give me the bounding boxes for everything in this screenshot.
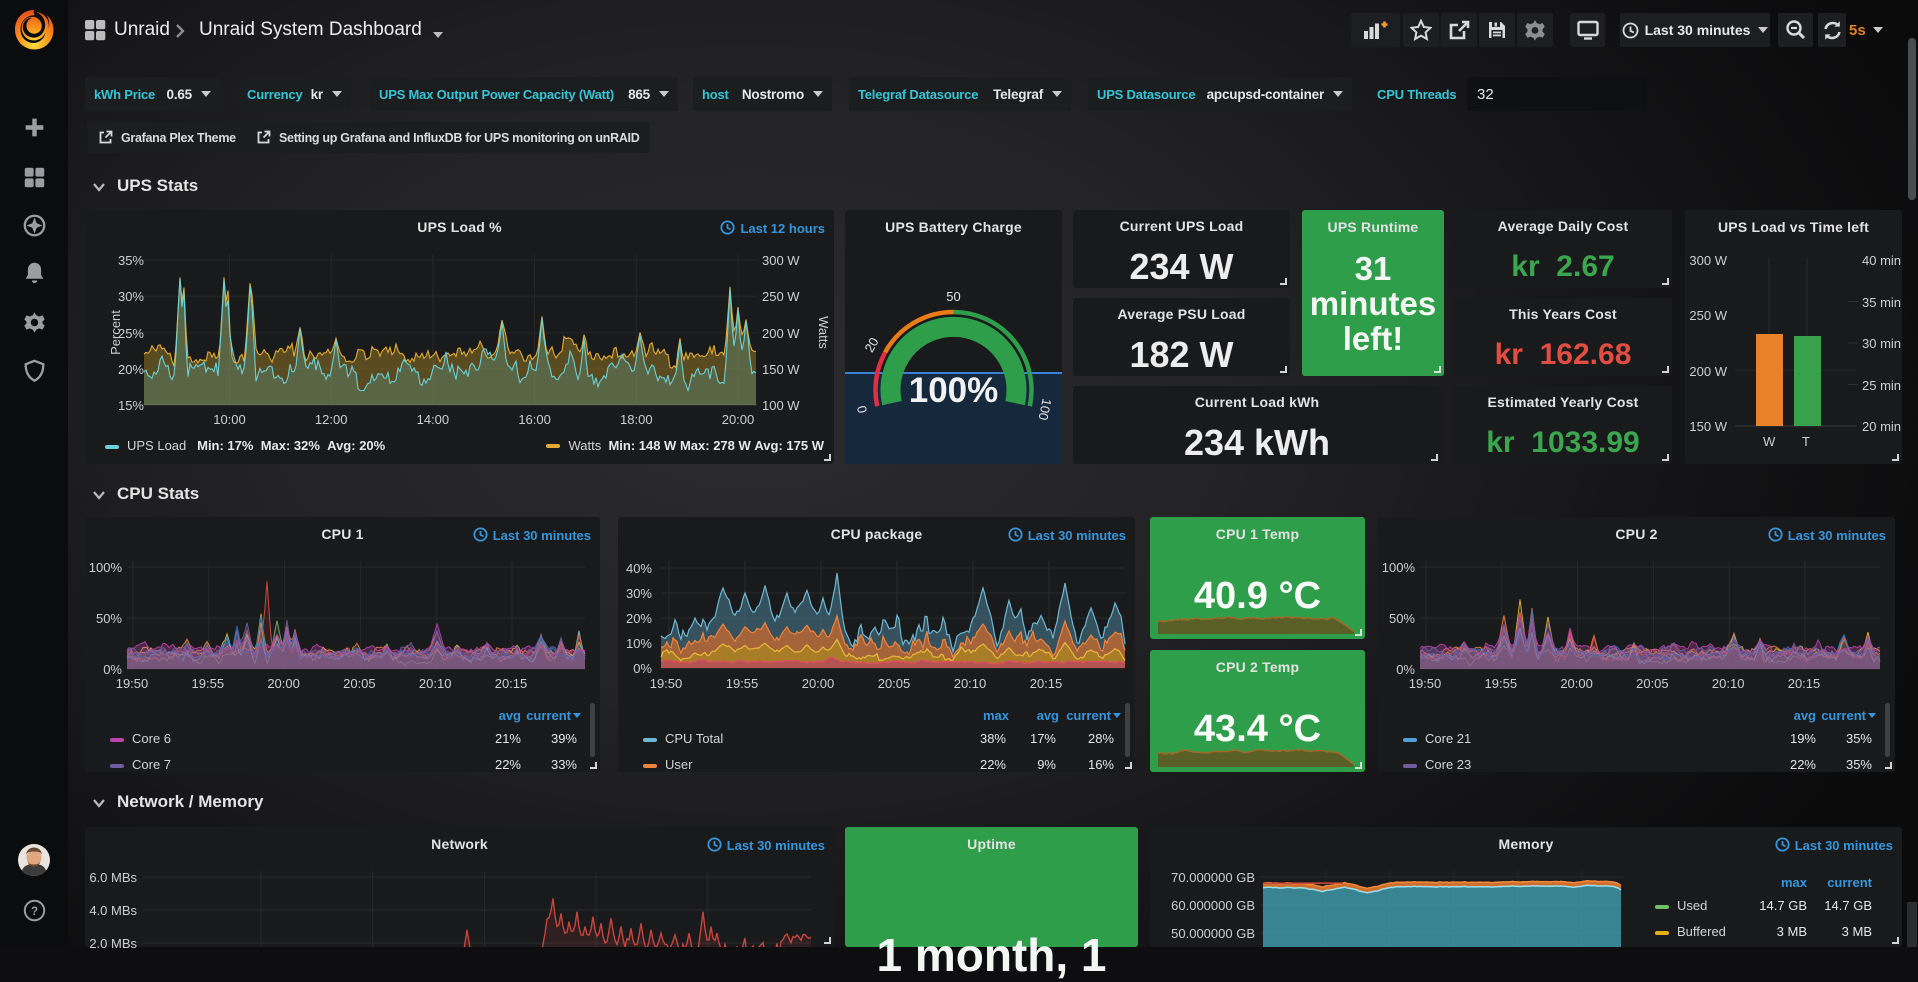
svg-text:?: ? (31, 906, 38, 918)
svg-text:100%: 100% (909, 371, 999, 410)
svg-text:50: 50 (946, 289, 960, 304)
svg-text:20: 20 (861, 335, 881, 355)
svg-text:0: 0 (854, 404, 870, 414)
svg-text:100: 100 (1035, 397, 1054, 421)
